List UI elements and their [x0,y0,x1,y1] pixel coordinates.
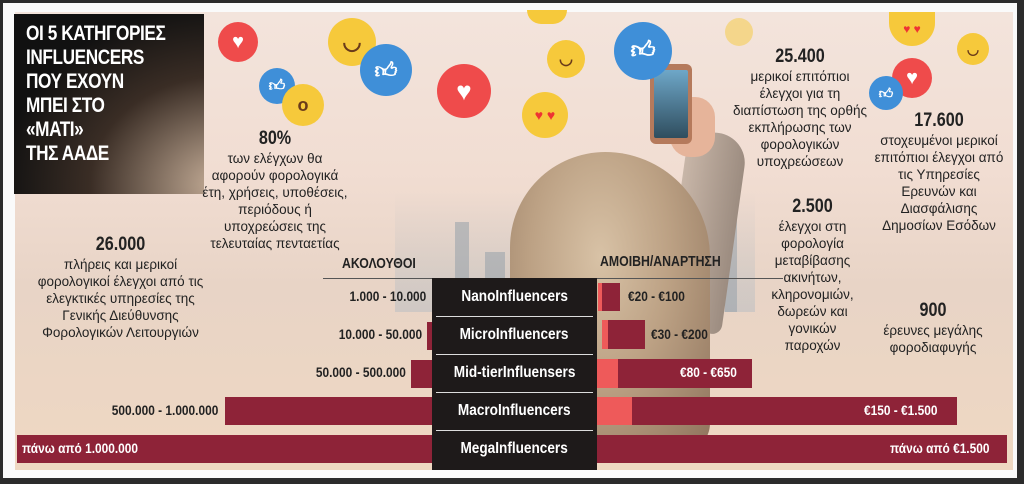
followers-nano: 1.000 - 10.000 [349,288,426,304]
followers-micro: 10.000 - 50.000 [338,326,422,342]
stat-number: 900 [919,300,947,321]
fee-bar-macro [597,397,957,425]
stat-25400: 25.400 μερικοί επιτόπιοι έλεγχοι για τη … [732,46,868,170]
fee-header: ΑΜΟΙΒΗ/ΑΝΑΡΤΗΣΗ [600,253,721,270]
heart-icon: ♥ [437,64,491,118]
heart-icon: ♥ [892,58,932,98]
fee-micro: €30 - €200 [651,326,708,342]
grin-emoji-icon: ◡ [547,40,585,78]
stat-text: πλήρεις και μερικοί φορολογικοί έλεγχοι … [37,257,204,340]
thumbs-up-icon: 👍︎ [360,44,412,96]
stat-number: 26.000 [95,234,146,255]
thumbs-up-icon: 👍︎ [614,22,672,80]
emoji-icon [725,18,753,46]
smile-emoji-icon: ◡ [957,33,989,65]
followers-macro: 500.000 - 1.000.000 [111,402,218,418]
followers-bar-mega [17,435,432,463]
followers-bar-midtier [411,360,432,388]
followers-midtier: 50.000 - 500.000 [316,364,406,380]
category-nano: NanoInfluencers [461,288,568,305]
stat-text: στοχευμένοι μερικοί επιτόπιοι έλεγχοι απ… [874,133,1004,233]
thumbs-up-icon: 👍︎ [869,76,903,110]
stat-2500: 2.500 έλεγχοι στη φορολογία μεταβίβασης … [760,196,865,354]
fee-bar-nano [598,283,620,311]
followers-bar-micro [427,322,432,350]
title-box [14,14,204,194]
category-macro: MacroInfluencers [458,402,571,419]
fee-mega: πάνω από €1.500 [890,440,990,456]
stat-text: των ελέγχων θα αφορούν φορολογικά έτη, χ… [202,151,348,251]
followers-bar-macro [225,397,432,425]
fee-macro: €150 - €1.500 [864,402,938,418]
fee-midtier: €80 - €650 [680,364,737,380]
fee-bar-mega [597,435,1007,463]
stat-number: 25.400 [775,46,825,67]
stat-80-percent: 80% των ελέγχων θα αφορούν φορολογικά έτ… [200,128,350,252]
category-micro: MicroInfluencers [460,326,569,343]
stat-number: 80% [258,128,292,149]
heart-eyes-emoji-icon: ♥ ♥ [889,12,935,46]
fee-bar-micro [602,320,645,349]
stat-text: μερικοί επιτόπιοι έλεγχοι για τη διαπίστ… [732,69,868,169]
stat-26000: 26.000 πλήρεις και μερικοί φορολογικοί έ… [28,234,213,341]
stat-number: 17.600 [914,110,964,131]
stat-number: 2.500 [792,196,833,217]
stat-900: 900 έρευνες μεγάλης φοροδιαφυγής [878,300,988,356]
heart-icon: ♥ [218,22,258,62]
surprised-emoji-icon: o [282,84,324,126]
fee-nano: €20 - €100 [628,288,685,304]
heart-eyes-emoji-icon: ♥ ♥ [522,92,568,138]
stat-17600: 17.600 στοχευμένοι μερικοί επιτόπιοι έλε… [874,110,1004,234]
phone-icon [650,64,692,144]
followers-header: ΑΚΟΛΟΥΘΟΙ [342,255,416,272]
stat-text: έρευνες μεγάλης φοροδιαφυγής [883,323,983,355]
category-mega: MegaInfluencers [460,440,569,457]
emoji-icon [527,10,567,24]
stat-text: έλεγχοι στη φορολογία μεταβίβασης ακινήτ… [771,219,854,353]
infographic-title: ΟΙ 5 ΚΑΤΗΓΟΡΙΕΣ INFLUENCERS ΠΟΥ ΕΧΟΥΝ ΜΠ… [26,22,166,165]
category-midtier: Mid-tierInfluensers [453,364,576,381]
fee-bar-midtier [597,359,752,388]
category-labels: NanoInfluencers MicroInfluencers Mid-tie… [432,278,597,470]
followers-mega: πάνω από 1.000.000 [22,440,139,456]
